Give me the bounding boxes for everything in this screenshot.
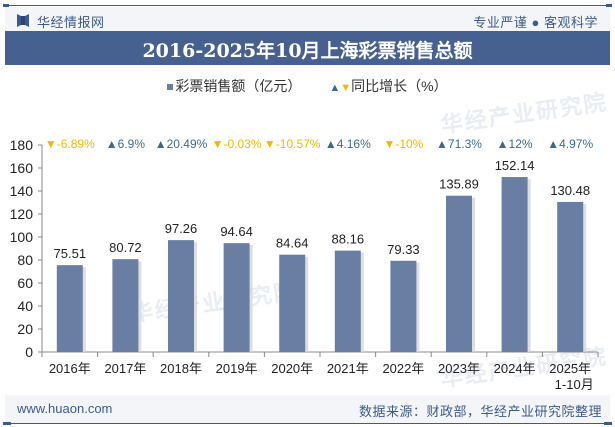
y-tick-label: 100 [10,229,34,245]
slogan: 专业严谨 ● 客观科学 [473,15,598,30]
growth-label-down: ▼-0.03% [212,137,262,151]
down-triangle-icon: ▼ [212,137,224,151]
growth-value: 4.97% [559,137,593,151]
bar [501,177,528,352]
growth-label-up: ▲12% [497,137,533,151]
y-tick-label: 140 [10,183,34,199]
bar [390,260,417,352]
growth-label-up: ▲71.3% [436,137,482,151]
y-tick-label: 20 [17,321,33,337]
y-tick-label: 120 [10,206,34,222]
bottom-rule-cap-left [3,422,11,425]
growth-label-up: ▲20.49% [155,137,208,151]
growth-label-up: ▲4.97% [547,137,593,151]
x-tick-label: 2018年 [160,361,202,376]
up-triangle-icon: ▲ [106,137,118,151]
x-tick-label: 2017年 [104,361,146,376]
legend-label-sales: 彩票销售额（亿元） [175,78,302,94]
bar [446,195,472,352]
growth-value: 6.9% [118,137,146,151]
bar-value-label: 80.72 [109,240,142,255]
y-tick-label: 0 [25,344,33,360]
website-link[interactable]: www.huaon.com [17,401,113,416]
growth-label-up: ▲4.16% [325,137,371,151]
bar-value-label: 94.64 [220,224,253,239]
top-rule [5,5,610,6]
bar [279,254,306,352]
growth-label-down: ▼-10.57% [264,137,321,151]
growth-value: -0.03% [224,137,262,151]
x-tick-label: 2022年 [382,361,424,376]
y-tick-label: 60 [17,275,33,291]
top-rule-cap-right [606,4,612,7]
bar [557,201,584,352]
down-triangle-icon: ▼ [264,137,276,151]
growth-label-up: ▲6.9% [106,137,146,151]
growth-value: 4.16% [337,137,371,151]
x-tick-label: 1-10月 [555,377,594,392]
title-bar: 2016-2025年10月上海彩票销售总额 [5,31,610,65]
down-triangle-icon: ▼ [45,137,57,151]
x-tick-label: 2016年 [49,361,91,376]
bar-value-label: 84.64 [276,236,309,251]
x-tick-label: 2021年 [327,361,369,376]
chart-title: 2016-2025年10月上海彩票销售总额 [142,40,473,62]
footer-bar: www.huaon.com 数据来源：财政部，华经产业研究院整理 [5,395,610,423]
legend-swatch-bar [167,84,174,91]
growth-label-down: ▼-10% [383,137,423,151]
bar-value-label: 88.16 [332,232,365,247]
legend: 彩票销售额（亿元） ▲▼同比增长（%） [0,76,615,96]
y-tick-label: 160 [10,160,34,176]
growth-value: -6.89% [57,137,95,151]
legend-up-triangle-icon: ▲ [329,82,341,94]
legend-item-growth: ▲▼同比增长（%） [329,76,447,96]
growth-value: -10.57% [276,137,321,151]
y-tick-label: 80 [17,252,33,268]
x-tick-label: 2024年 [494,361,536,376]
up-triangle-icon: ▲ [547,137,559,151]
bar-value-label: 135.89 [439,177,479,192]
x-tick-label: 2023年 [438,361,480,376]
up-triangle-icon: ▲ [155,137,167,151]
growth-label-down: ▼-6.89% [45,137,95,151]
growth-value: 71.3% [448,137,482,151]
bar-value-label: 130.48 [550,183,590,198]
logo-text: 华经情报网 [37,15,105,30]
bar [223,243,250,352]
data-source: 数据来源：财政部，华经产业研究院整理 [358,404,602,419]
y-tick-label: 180 [10,137,34,153]
bar-value-label: 152.14 [495,158,535,173]
legend-down-triangle-icon: ▼ [340,82,352,94]
logo-icon [17,14,29,27]
y-tick-label: 40 [17,298,33,314]
x-tick-label: 2019年 [216,361,258,376]
up-triangle-icon: ▲ [325,137,337,151]
growth-value: -10% [395,137,423,151]
bar [112,259,139,352]
up-triangle-icon: ▲ [436,137,448,151]
legend-item-sales: 彩票销售额（亿元） [167,76,301,96]
legend-label-growth: 同比增长（%） [351,78,448,94]
up-triangle-icon: ▲ [497,137,509,151]
bar [334,250,361,352]
bar-value-label: 75.51 [54,246,87,261]
down-triangle-icon: ▼ [383,137,395,151]
bottom-rule-cap-right [604,422,612,425]
x-tick-label: 2025年 [549,361,591,376]
header-bar: 华经情报网 专业严谨 ● 客观科学 [5,7,610,31]
growth-value: 12% [509,137,533,151]
top-rule-cap-left [3,4,9,7]
growth-value: 20.49% [167,137,208,151]
bar [56,265,83,352]
bottom-rule [5,423,610,424]
bar-value-label: 79.33 [387,242,420,257]
bar-value-label: 97.26 [165,221,198,236]
bar [168,240,194,352]
x-tick-label: 2020年 [271,361,313,376]
